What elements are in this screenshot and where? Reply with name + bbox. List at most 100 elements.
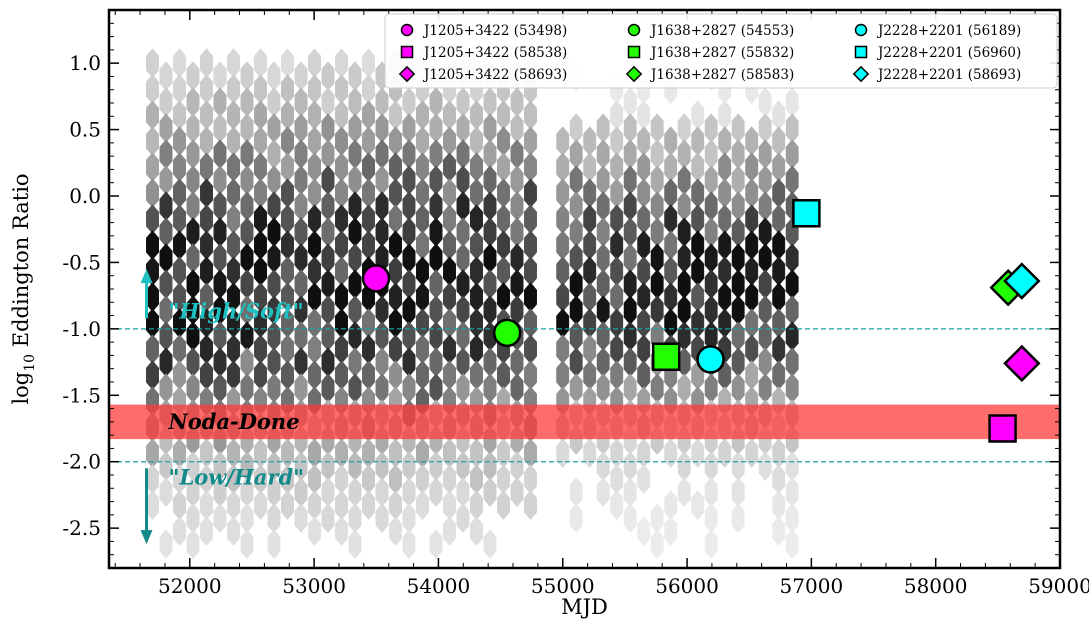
hexbin bbox=[429, 191, 443, 221]
hexbin bbox=[389, 256, 402, 286]
axes: 52000 53000 54000 55000 56000 57000 58000 59000… bbox=[9, 8, 1089, 619]
hexbin bbox=[429, 165, 443, 195]
hexbin bbox=[583, 334, 597, 364]
hexbin bbox=[294, 139, 308, 169]
hexbin bbox=[402, 269, 416, 299]
hexbin bbox=[772, 126, 786, 156]
hexbin bbox=[704, 113, 718, 143]
hexbin bbox=[254, 438, 267, 468]
y-tick-label: -1.5 bbox=[62, 383, 101, 407]
hexbin bbox=[186, 87, 200, 117]
hexbin bbox=[623, 217, 637, 247]
hexbin bbox=[227, 74, 240, 104]
hexbin bbox=[254, 48, 267, 78]
hexbin bbox=[596, 451, 610, 481]
hexbin bbox=[677, 191, 691, 221]
hexbin bbox=[308, 126, 321, 156]
hexbin bbox=[524, 334, 537, 364]
hexbin bbox=[321, 347, 335, 377]
hexbin bbox=[227, 516, 240, 546]
hexbin bbox=[758, 87, 772, 117]
legend-marker-square bbox=[400, 45, 414, 59]
hexbin bbox=[610, 256, 624, 286]
hexbin bbox=[456, 295, 470, 325]
hexbin bbox=[569, 477, 583, 507]
hexbin bbox=[267, 113, 281, 143]
hexbin bbox=[159, 87, 173, 117]
hexbin bbox=[173, 334, 186, 364]
hexbin bbox=[294, 373, 308, 403]
legend-marker-circle bbox=[400, 23, 414, 37]
hexbin bbox=[758, 269, 772, 299]
hexbin bbox=[650, 243, 664, 273]
legend-label: J2228+2201 (56960) bbox=[876, 45, 1021, 61]
hexbin bbox=[691, 282, 705, 312]
hexbin bbox=[159, 113, 173, 143]
hexbin bbox=[240, 217, 254, 247]
hexbin bbox=[267, 191, 281, 221]
hexbin bbox=[254, 178, 267, 208]
hexbin bbox=[173, 516, 186, 546]
hexbin bbox=[267, 347, 281, 377]
x-tick-label: 57000 bbox=[780, 574, 844, 598]
hexbin bbox=[583, 204, 597, 234]
hexbin bbox=[758, 295, 772, 325]
hexbin bbox=[785, 503, 799, 533]
hexbin bbox=[308, 490, 321, 520]
legend-marker-circle bbox=[854, 23, 868, 37]
hexbin bbox=[610, 282, 624, 312]
data-points bbox=[361, 199, 1041, 443]
y-tick-label: 1.0 bbox=[69, 51, 101, 75]
hexbin bbox=[758, 451, 772, 481]
legend-label: J1638+2827 (58583) bbox=[649, 67, 794, 83]
hexbin bbox=[321, 87, 335, 117]
hexbin bbox=[637, 334, 651, 364]
hexbin bbox=[375, 451, 389, 481]
annotation-arrow-head bbox=[140, 530, 153, 545]
hexbin bbox=[731, 503, 745, 533]
hexbin bbox=[443, 308, 456, 338]
hexbin bbox=[429, 139, 443, 169]
hexbin bbox=[308, 464, 321, 494]
hexbin bbox=[200, 360, 213, 390]
hexbin bbox=[456, 243, 470, 273]
data-point-square bbox=[651, 342, 681, 372]
hexbin bbox=[402, 503, 416, 533]
hexbin bbox=[470, 360, 483, 390]
hexbin bbox=[691, 204, 705, 234]
hexbin bbox=[213, 243, 227, 273]
hexbin bbox=[691, 126, 705, 156]
hexbin bbox=[758, 139, 772, 169]
hexbin bbox=[704, 503, 718, 533]
hexbin bbox=[758, 243, 772, 273]
hexbin bbox=[146, 464, 159, 494]
hexbin bbox=[610, 464, 624, 494]
hexbin bbox=[213, 191, 227, 221]
hexbin bbox=[745, 204, 759, 234]
hexbin bbox=[731, 243, 745, 273]
hexbin bbox=[524, 230, 537, 260]
hexbin bbox=[375, 295, 389, 325]
y-tick-label: 0.5 bbox=[69, 118, 101, 142]
hexbin bbox=[704, 295, 718, 325]
hexbin bbox=[375, 217, 389, 247]
y-tick-label: -0.5 bbox=[62, 250, 101, 274]
hexbin bbox=[637, 438, 651, 468]
hexbin bbox=[213, 373, 227, 403]
hexbin bbox=[610, 126, 624, 156]
hexbin bbox=[637, 204, 651, 234]
hexbin bbox=[569, 503, 583, 533]
hexbin bbox=[718, 204, 732, 234]
hexbin bbox=[200, 48, 213, 78]
hexbin bbox=[718, 308, 732, 338]
legend-marker-circle bbox=[627, 23, 641, 37]
y-tick-label: 0.0 bbox=[69, 184, 101, 208]
hexbin bbox=[281, 334, 294, 364]
hexbin bbox=[497, 438, 510, 468]
hexbin bbox=[637, 152, 651, 182]
hexbin bbox=[772, 100, 786, 130]
hexbin bbox=[650, 373, 664, 403]
hexbin bbox=[375, 139, 389, 169]
hexbin bbox=[731, 113, 745, 143]
y-tick-label: -2.0 bbox=[62, 450, 101, 474]
